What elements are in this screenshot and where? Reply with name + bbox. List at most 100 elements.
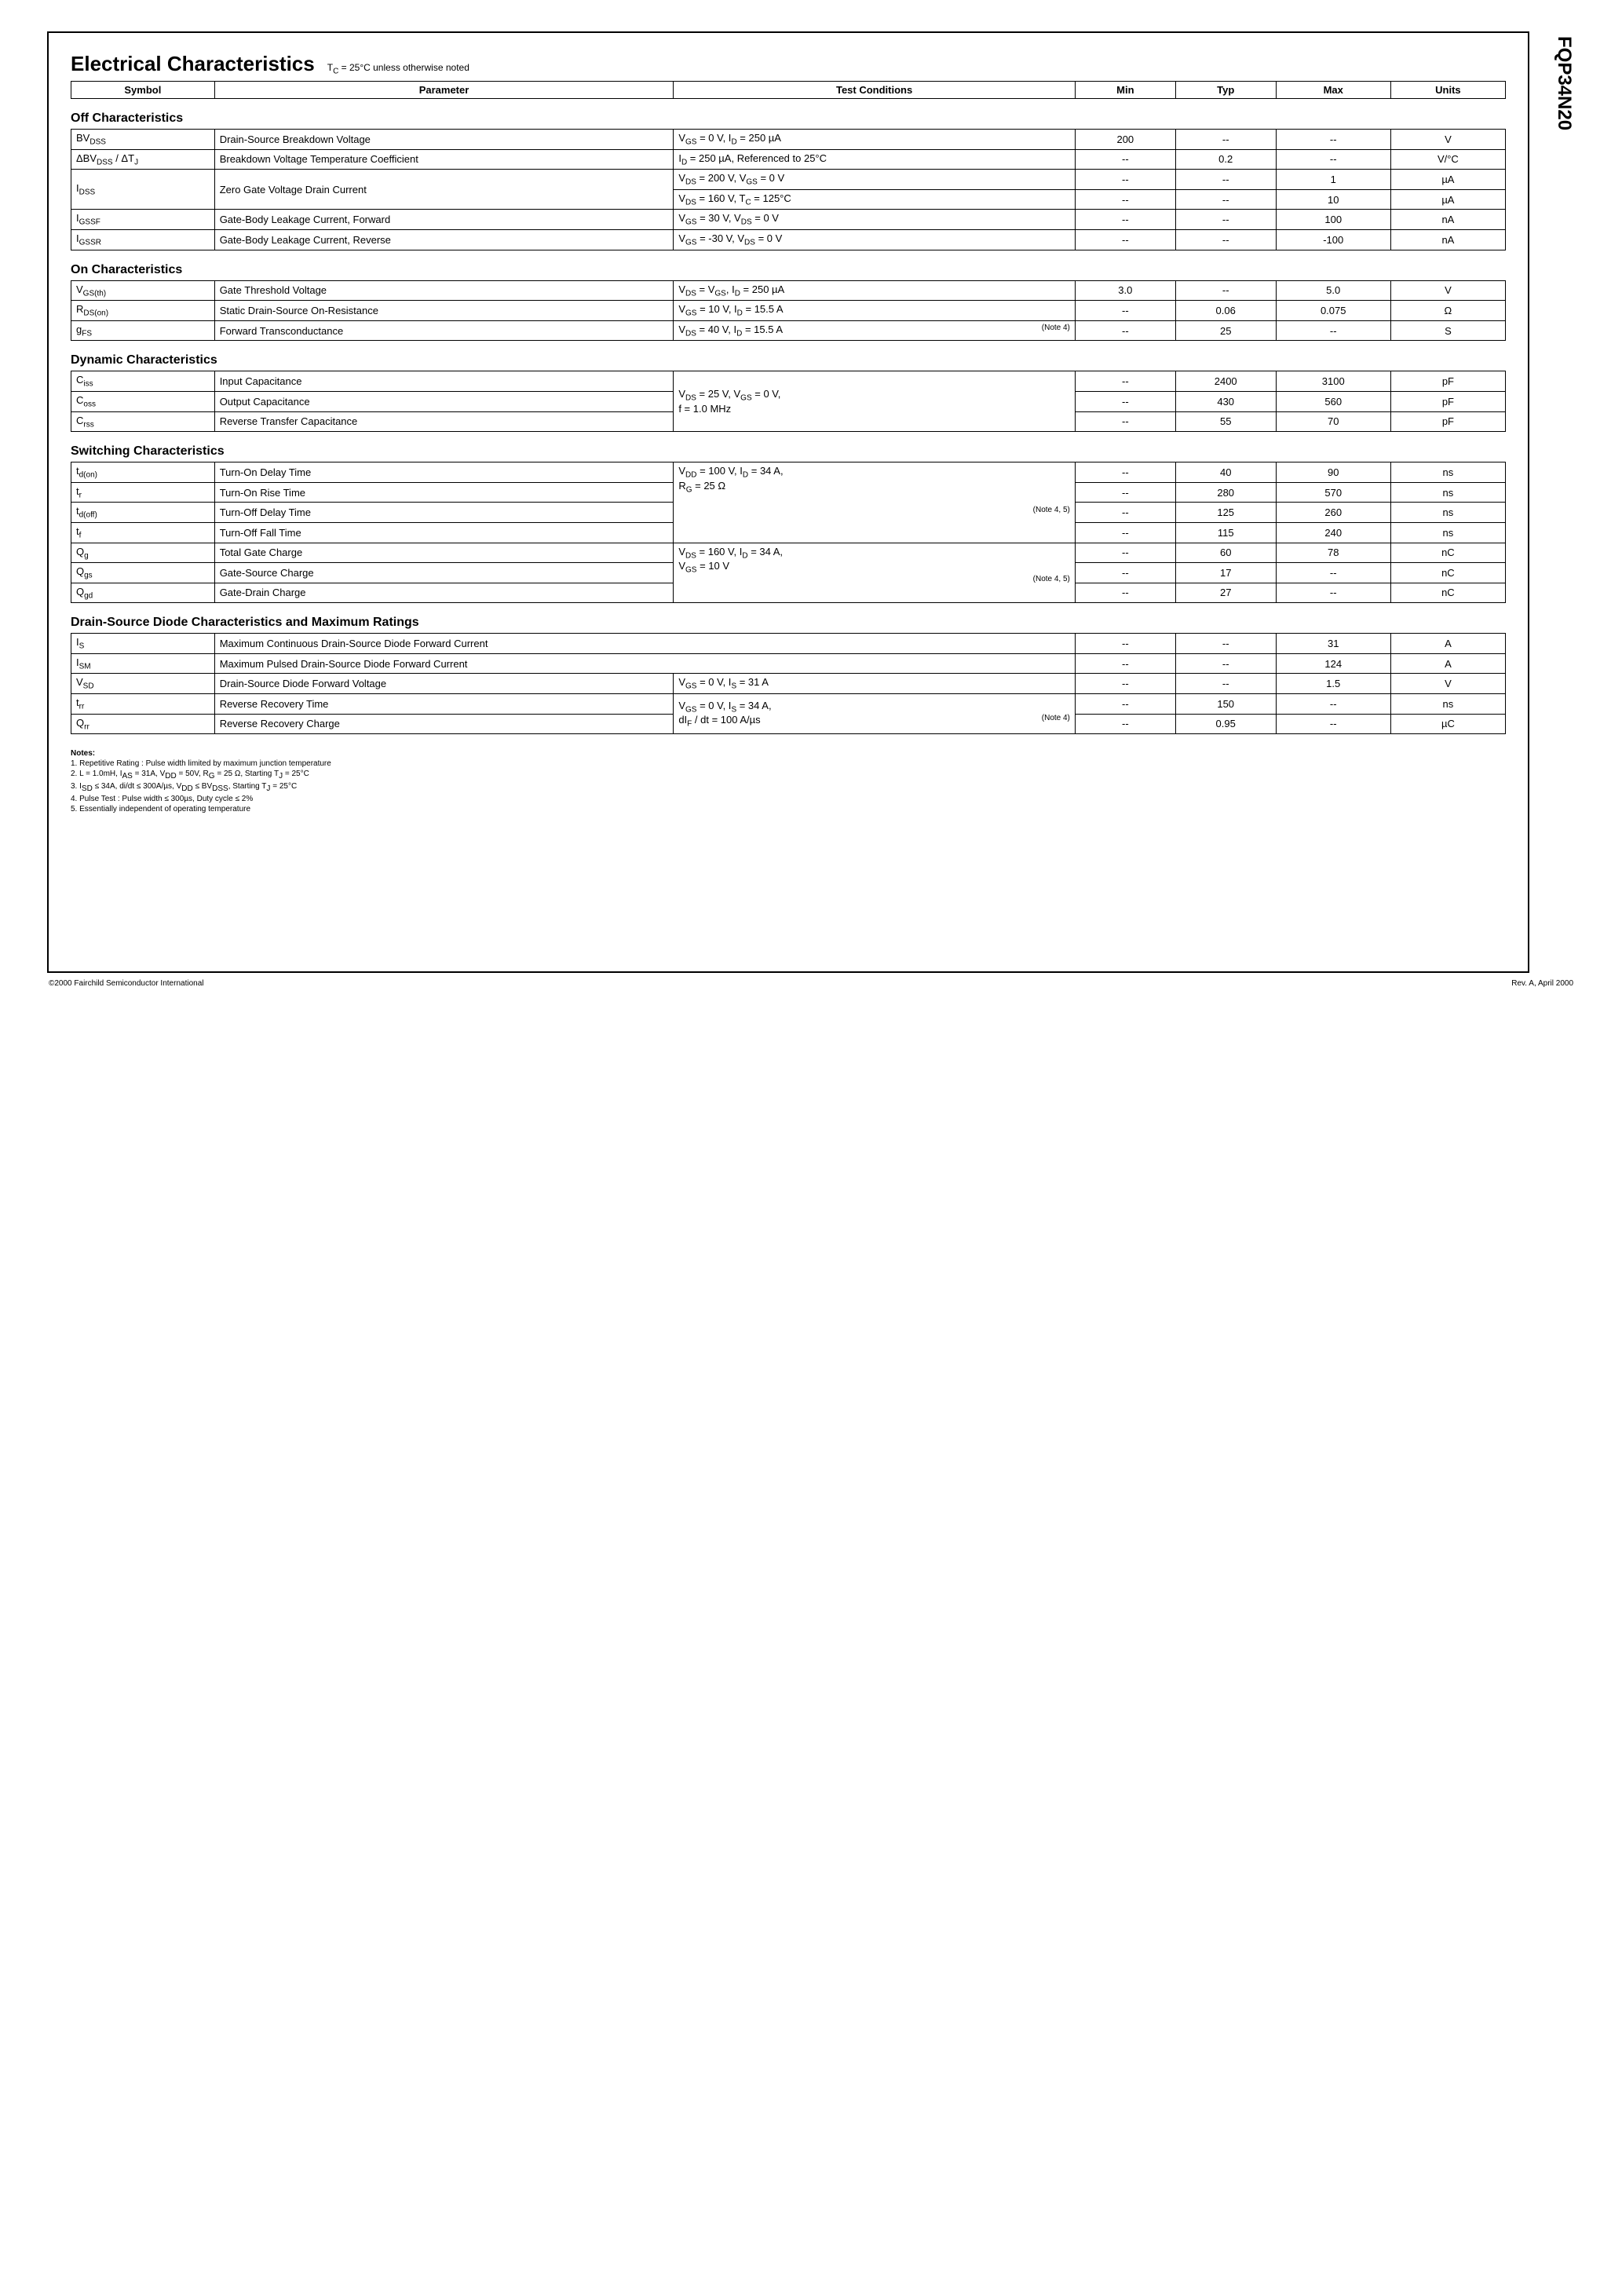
max: 31 <box>1276 634 1390 654</box>
max: -- <box>1276 320 1390 341</box>
max: 0.075 <box>1276 301 1390 321</box>
typ: -- <box>1175 653 1276 674</box>
max: 570 <box>1276 482 1390 503</box>
max: 10 <box>1276 189 1390 210</box>
unit: pF <box>1390 391 1505 411</box>
table-row: IDSS Zero Gate Voltage Drain Current VDS… <box>71 170 1506 190</box>
param: Drain-Source Breakdown Voltage <box>214 130 674 150</box>
param: Gate Threshold Voltage <box>214 280 674 301</box>
col-max: Max <box>1276 82 1390 99</box>
off-table: BVDSS Drain-Source Breakdown Voltage VGS… <box>71 129 1506 250</box>
min: -- <box>1075 391 1175 411</box>
param: Turn-Off Fall Time <box>214 522 674 543</box>
sym: td(on) <box>71 462 215 483</box>
unit: nC <box>1390 583 1505 603</box>
sym: Qgs <box>71 563 215 583</box>
table-row: IS Maximum Continuous Drain-Source Diode… <box>71 634 1506 654</box>
unit: µA <box>1390 170 1505 190</box>
param: Input Capacitance <box>214 371 674 392</box>
max: -- <box>1276 714 1390 734</box>
sym: tf <box>71 522 215 543</box>
min: -- <box>1075 674 1175 694</box>
max: -- <box>1276 149 1390 170</box>
sym: ΔBVDSS / ΔTJ <box>71 149 215 170</box>
sw-table: td(on) Turn-On Delay Time VDD = 100 V, I… <box>71 462 1506 603</box>
section-off: Off Characteristics <box>71 112 1506 126</box>
notes: Notes: 1. Repetitive Rating : Pulse widt… <box>71 748 1506 814</box>
typ: -- <box>1175 189 1276 210</box>
typ: 60 <box>1175 543 1276 563</box>
notes-heading: Notes: <box>71 748 1506 759</box>
unit: nA <box>1390 210 1505 230</box>
typ: -- <box>1175 130 1276 150</box>
col-conditions: Test Conditions <box>674 82 1076 99</box>
note-4: 4. Pulse Test : Pulse width ≤ 300µs, Dut… <box>71 794 1506 804</box>
table-row: VGS(th) Gate Threshold Voltage VDS = VGS… <box>71 280 1506 301</box>
max: 100 <box>1276 210 1390 230</box>
dyn-table: Ciss Input Capacitance VDS = 25 V, VGS =… <box>71 371 1506 432</box>
sym: RDS(on) <box>71 301 215 321</box>
table-row: BVDSS Drain-Source Breakdown Voltage VGS… <box>71 130 1506 150</box>
cond: VDS = 200 V, VGS = 0 V <box>674 170 1076 190</box>
title-condition: TC = 25°C unless otherwise noted <box>327 62 469 75</box>
max: -- <box>1276 130 1390 150</box>
footer-left: ©2000 Fairchild Semiconductor Internatio… <box>49 979 203 988</box>
min: -- <box>1075 503 1175 523</box>
max: 560 <box>1276 391 1390 411</box>
cond: VDS = 25 V, VGS = 0 V,f = 1.0 MHz <box>674 371 1076 432</box>
cond: VGS = 10 V, ID = 15.5 A <box>674 301 1076 321</box>
unit: V <box>1390 130 1505 150</box>
param: Reverse Recovery Time <box>214 694 674 715</box>
unit: A <box>1390 653 1505 674</box>
cond: VGS = 0 V, IS = 34 A,dIF / dt = 100 A/µs… <box>674 694 1076 734</box>
section-sw: Switching Characteristics <box>71 444 1506 459</box>
col-min: Min <box>1075 82 1175 99</box>
sym: tr <box>71 482 215 503</box>
typ: 55 <box>1175 411 1276 432</box>
sym: IS <box>71 634 215 654</box>
sym: trr <box>71 694 215 715</box>
sym: Ciss <box>71 371 215 392</box>
max: 1.5 <box>1276 674 1390 694</box>
table-row: IGSSR Gate-Body Leakage Current, Reverse… <box>71 229 1506 250</box>
min: -- <box>1075 543 1175 563</box>
param: Turn-On Delay Time <box>214 462 674 483</box>
max: 3100 <box>1276 371 1390 392</box>
min: -- <box>1075 229 1175 250</box>
cond: VDS = 160 V, TC = 125°C <box>674 189 1076 210</box>
min: 3.0 <box>1075 280 1175 301</box>
min: -- <box>1075 634 1175 654</box>
table-row: VSD Drain-Source Diode Forward Voltage V… <box>71 674 1506 694</box>
footer-right: Rev. A, April 2000 <box>1511 979 1573 988</box>
table-row: ΔBVDSS / ΔTJ Breakdown Voltage Temperatu… <box>71 149 1506 170</box>
table-row: Qg Total Gate Charge VDS = 160 V, ID = 3… <box>71 543 1506 563</box>
unit: nA <box>1390 229 1505 250</box>
unit: ns <box>1390 462 1505 483</box>
sym: IGSSF <box>71 210 215 230</box>
param: Maximum Continuous Drain-Source Diode Fo… <box>214 634 1075 654</box>
param: Output Capacitance <box>214 391 674 411</box>
param: Turn-Off Delay Time <box>214 503 674 523</box>
param: Gate-Body Leakage Current, Reverse <box>214 229 674 250</box>
sym: Coss <box>71 391 215 411</box>
unit: V/°C <box>1390 149 1505 170</box>
section-on: On Characteristics <box>71 263 1506 277</box>
table-row: td(on) Turn-On Delay Time VDD = 100 V, I… <box>71 462 1506 483</box>
param: Total Gate Charge <box>214 543 674 563</box>
typ: 25 <box>1175 320 1276 341</box>
sym: Qgd <box>71 583 215 603</box>
sym: BVDSS <box>71 130 215 150</box>
min: -- <box>1075 714 1175 734</box>
min: -- <box>1075 320 1175 341</box>
typ: 17 <box>1175 563 1276 583</box>
sym: IDSS <box>71 170 215 210</box>
param: Turn-On Rise Time <box>214 482 674 503</box>
cond: VGS = -30 V, VDS = 0 V <box>674 229 1076 250</box>
param: Breakdown Voltage Temperature Coefficien… <box>214 149 674 170</box>
typ: 280 <box>1175 482 1276 503</box>
min: -- <box>1075 371 1175 392</box>
unit: V <box>1390 280 1505 301</box>
param: Static Drain-Source On-Resistance <box>214 301 674 321</box>
table-row: ISM Maximum Pulsed Drain-Source Diode Fo… <box>71 653 1506 674</box>
param: Gate-Source Charge <box>214 563 674 583</box>
